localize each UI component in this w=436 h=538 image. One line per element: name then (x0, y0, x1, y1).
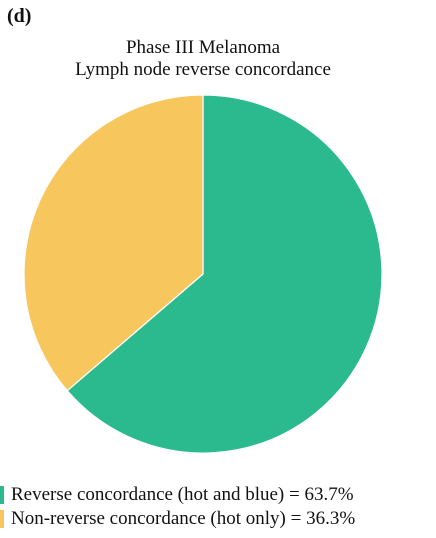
legend: Reverse concordance (hot and blue) = 63.… (0, 483, 436, 531)
pie-slice-non-reverse (23, 94, 204, 392)
legend-swatch-reverse (0, 486, 4, 504)
pie-slice-reverse (66, 94, 383, 454)
panel-label: (d) (7, 5, 32, 27)
legend-label-reverse: Reverse concordance (hot and blue) = 63.… (11, 484, 354, 505)
chart-subtitle: Lymph node reverse concordance (75, 59, 331, 80)
chart-title: Phase III Melanoma (125, 37, 281, 58)
legend-label-non-reverse: Non-reverse concordance (hot only) = 36.… (11, 508, 356, 529)
pie-chart (23, 94, 383, 454)
legend-swatch-non-reverse (0, 510, 4, 528)
legend-item-non-reverse: Non-reverse concordance (hot only) = 36.… (0, 507, 436, 531)
legend-item-reverse: Reverse concordance (hot and blue) = 63.… (0, 483, 436, 507)
